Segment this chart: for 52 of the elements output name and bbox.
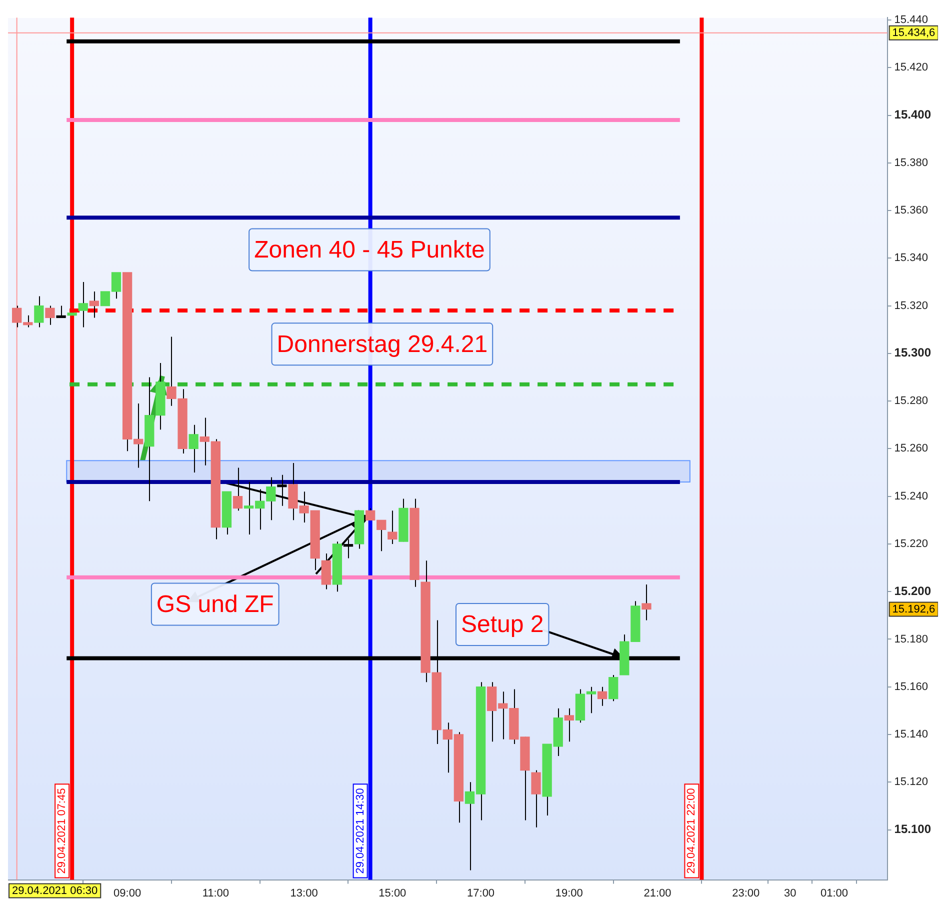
y-tick-label: 15.340 xyxy=(894,252,928,264)
ref-line-label: 29.04.2021 22:00 xyxy=(686,788,698,874)
y-tick-label: 15.240 xyxy=(894,490,928,502)
y-tick-label: 15.120 xyxy=(894,776,928,788)
candlestick xyxy=(388,510,398,544)
y-tick-label: 15.100 xyxy=(894,822,932,836)
y-tick-label: 15.420 xyxy=(894,62,928,74)
annotation: GS und ZF xyxy=(156,590,274,618)
y-tick-label: 15.140 xyxy=(894,728,928,741)
annotation: Donnerstag 29.4.21 xyxy=(276,330,488,358)
candlestick xyxy=(89,291,99,318)
y-tick-label: 15.220 xyxy=(894,538,928,550)
candlestick xyxy=(188,424,198,474)
y-tick-label: 15.160 xyxy=(894,680,928,693)
y-tick-label: 15.400 xyxy=(894,108,932,122)
y-tick-label: 15.280 xyxy=(894,395,928,408)
annotation: Setup 2 xyxy=(460,611,544,638)
x-tick-label: 13:00 xyxy=(290,887,318,900)
candlestick xyxy=(531,770,541,828)
candlestick xyxy=(34,296,44,328)
candlestick xyxy=(232,467,243,512)
x-tick-label: 11:00 xyxy=(202,887,230,900)
annotation: Zonen 40 - 45 Punkte xyxy=(254,236,485,264)
candlestick xyxy=(277,474,287,506)
candlestick xyxy=(56,305,66,318)
x-tick-label: 09:00 xyxy=(114,887,142,900)
ref-line-label: 29.04.2021 06:30 xyxy=(12,884,98,897)
candlestick xyxy=(597,686,608,706)
x-tick-label: 30 xyxy=(784,887,796,900)
candlestick xyxy=(642,584,652,621)
y-tick-label: 15.320 xyxy=(894,300,928,312)
ref-line-label: 29.04.2021 14:30 xyxy=(354,788,366,874)
candlestick xyxy=(564,708,574,742)
x-tick-label: 19:00 xyxy=(555,887,583,900)
x-tick-label: 23:00 xyxy=(732,887,760,900)
y-tick-label: 15.380 xyxy=(894,156,928,169)
x-tick-label: 01:00 xyxy=(820,887,848,900)
y-tick-label: 15.180 xyxy=(894,633,928,646)
candlestick xyxy=(608,674,618,702)
y-tick-label: 15.300 xyxy=(894,346,932,360)
candlestick xyxy=(343,538,354,559)
x-tick-label: 21:00 xyxy=(644,887,672,900)
y-tick-label: 15.200 xyxy=(894,584,932,598)
candlestick xyxy=(78,281,88,328)
x-tick-label: 15:00 xyxy=(378,887,406,900)
x-tick-label: 17:00 xyxy=(467,887,495,900)
y-tick-label: 15.440 xyxy=(894,14,928,26)
ref-line-label: 29.04.2021 07:45 xyxy=(56,788,68,874)
ref-line-label: 15.434,6 xyxy=(892,26,936,39)
y-tick-label: 15.360 xyxy=(894,204,928,217)
text: 15.192,6 xyxy=(892,603,936,616)
y-tick-label: 15.260 xyxy=(894,442,928,455)
